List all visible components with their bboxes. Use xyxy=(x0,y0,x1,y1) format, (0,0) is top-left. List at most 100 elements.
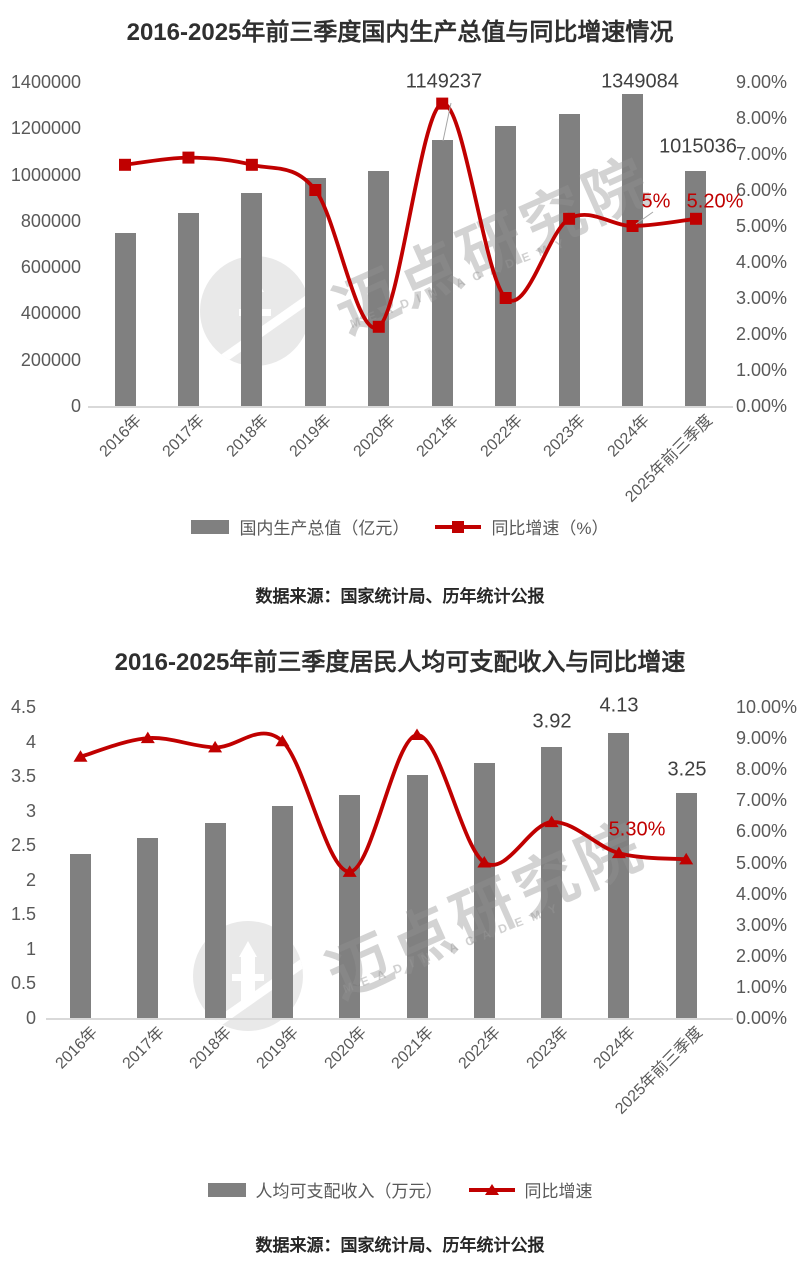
line-marker-triangle-icon xyxy=(544,815,559,828)
bar xyxy=(304,177,326,406)
gdp-chart-title: 2016-2025年前三季度国内生产总值与同比增速情况 xyxy=(126,19,674,46)
y-axis-right-tick-label: 2.00% xyxy=(736,945,788,966)
annotation-value-label: 1149237 xyxy=(405,70,483,93)
y-axis-right-tick-label: 8.00% xyxy=(736,759,788,780)
y-axis-left-tick-label: 1.5 xyxy=(10,904,36,925)
bar xyxy=(622,93,644,406)
growth-line xyxy=(124,101,697,330)
bar xyxy=(70,853,91,1018)
bar xyxy=(241,193,263,406)
y-axis-left-tick-label: 200000 xyxy=(20,349,81,370)
y-axis-left-tick-label: 0 xyxy=(70,396,81,416)
y-axis-left-tick-label: 400000 xyxy=(20,303,81,324)
bar xyxy=(675,793,697,1018)
y-axis-left-tick-label: 0.5 xyxy=(10,973,36,994)
income-chart-legend: 人均可支配收入（万元） 同比增速 xyxy=(0,1177,800,1202)
x-axis-line xyxy=(88,406,733,408)
y-axis-right-tick-label: 9.00% xyxy=(736,728,788,749)
bar xyxy=(271,805,293,1018)
legend-item-label: 同比增速 xyxy=(524,1182,593,1201)
y-axis-right-tick-label: 3.00% xyxy=(736,288,788,308)
y-axis-right-tick-label: 5.00% xyxy=(736,852,788,873)
annotation-growth-label: 5.30% xyxy=(608,818,666,841)
gdp-chart-legend: 国内生产总值（亿元） 同比增速（%） xyxy=(0,514,800,539)
line-marker-triangle-icon xyxy=(477,856,492,868)
y-axis-right-tick-label: 8.00% xyxy=(736,108,788,128)
line-marker-triangle-icon xyxy=(679,852,694,865)
line-marker-square-icon xyxy=(119,158,131,171)
legend-item-label: 人均可支配收入（万元） xyxy=(255,1182,443,1201)
y-axis-right-tick-label: 4.00% xyxy=(736,883,788,904)
y-axis-left-tick-label: 800000 xyxy=(20,210,81,231)
line-marker-square-icon xyxy=(689,212,702,225)
bar xyxy=(608,732,630,1018)
bar xyxy=(495,125,517,406)
y-axis-right-tick-label: 1.00% xyxy=(736,976,788,997)
legend-item: 同比增速 xyxy=(468,1177,593,1202)
y-axis-left-tick-label: 1400000 xyxy=(10,72,81,92)
line-marker-triangle-icon xyxy=(410,728,424,740)
y-axis-right-tick-label: 4.00% xyxy=(736,252,788,272)
line-marker-triangle-icon xyxy=(208,740,223,753)
legend-line-marker-icon xyxy=(435,520,482,534)
y-axis-left-tick-label: 3.5 xyxy=(10,766,36,787)
y-axis-right-tick-label: 9.00% xyxy=(736,72,788,92)
legend-item-label: 国内生产总值（亿元） xyxy=(239,519,410,538)
legend-triangle-marker-icon xyxy=(484,1183,499,1195)
y-axis-left-tick-label: 4 xyxy=(25,731,36,752)
line-marker-triangle-icon xyxy=(342,865,357,877)
legend-bar-swatch-icon xyxy=(207,1182,246,1197)
bar xyxy=(685,171,707,406)
y-axis-right-tick-label: 10.00% xyxy=(736,697,798,717)
line-marker-square-icon xyxy=(182,151,195,164)
bar xyxy=(558,114,580,406)
line-marker-square-icon xyxy=(372,320,385,333)
line-marker-square-icon xyxy=(563,212,576,225)
line-marker-square-icon xyxy=(499,292,512,304)
annotation-growth-label: 5.20% xyxy=(686,190,744,213)
y-axis-right-tick-label: 2.00% xyxy=(736,324,788,344)
y-axis-left-tick-label: 3 xyxy=(25,800,36,821)
y-axis-right-tick-label: 7.00% xyxy=(736,144,788,164)
legend-item-label: 同比增速（%） xyxy=(491,519,609,538)
y-axis-left-tick-label: 2.5 xyxy=(10,835,36,856)
y-axis-right-tick-label: 0.00% xyxy=(736,396,788,416)
y-axis-left-tick-label: 0 xyxy=(25,1008,36,1028)
y-axis-right-tick-label: 6.00% xyxy=(736,821,788,842)
x-axis-line xyxy=(46,1018,733,1020)
y-axis-right-tick-label: 5.00% xyxy=(736,216,788,236)
y-axis-right-tick-label: 1.00% xyxy=(736,360,788,380)
bar xyxy=(368,171,390,406)
y-axis-left-tick-label: 1 xyxy=(25,938,36,959)
bar xyxy=(406,775,428,1018)
bar xyxy=(431,140,453,406)
annotation-value-label: 4.13 xyxy=(599,694,639,717)
line-marker-square-icon xyxy=(436,97,449,110)
gdp-data-source: 数据来源：国家统计局、历年统计公报 xyxy=(255,587,545,606)
line-marker-triangle-icon xyxy=(611,846,626,859)
annotation-value-label: 3.92 xyxy=(532,710,572,733)
bar xyxy=(339,795,361,1018)
line-marker-square-icon xyxy=(626,220,639,232)
annotation-value-label: 1349084 xyxy=(601,70,679,93)
y-axis-right-tick-label: 6.00% xyxy=(736,180,788,200)
line-marker-triangle-icon xyxy=(73,750,88,762)
annotation-growth-label: 5% xyxy=(641,190,671,213)
y-axis-left-tick-label: 1200000 xyxy=(10,118,81,139)
annotation-leader-line xyxy=(635,211,654,225)
line-marker-triangle-icon xyxy=(140,731,155,744)
y-axis-left-tick-label: 4.5 xyxy=(10,697,36,717)
line-marker-square-icon xyxy=(309,184,322,196)
line-marker-square-icon xyxy=(245,158,258,171)
legend-line-marker-icon xyxy=(468,1183,515,1197)
legend-bar-swatch-icon xyxy=(191,519,230,534)
income-data-source: 数据来源：国家统计局、历年统计公报 xyxy=(255,1236,545,1255)
line-marker-triangle-icon xyxy=(275,734,290,747)
bar xyxy=(177,213,199,406)
income-chart-title: 2016-2025年前三季度居民人均可支配收入与同比增速 xyxy=(114,649,686,676)
bar xyxy=(204,823,226,1018)
bar xyxy=(473,762,495,1018)
